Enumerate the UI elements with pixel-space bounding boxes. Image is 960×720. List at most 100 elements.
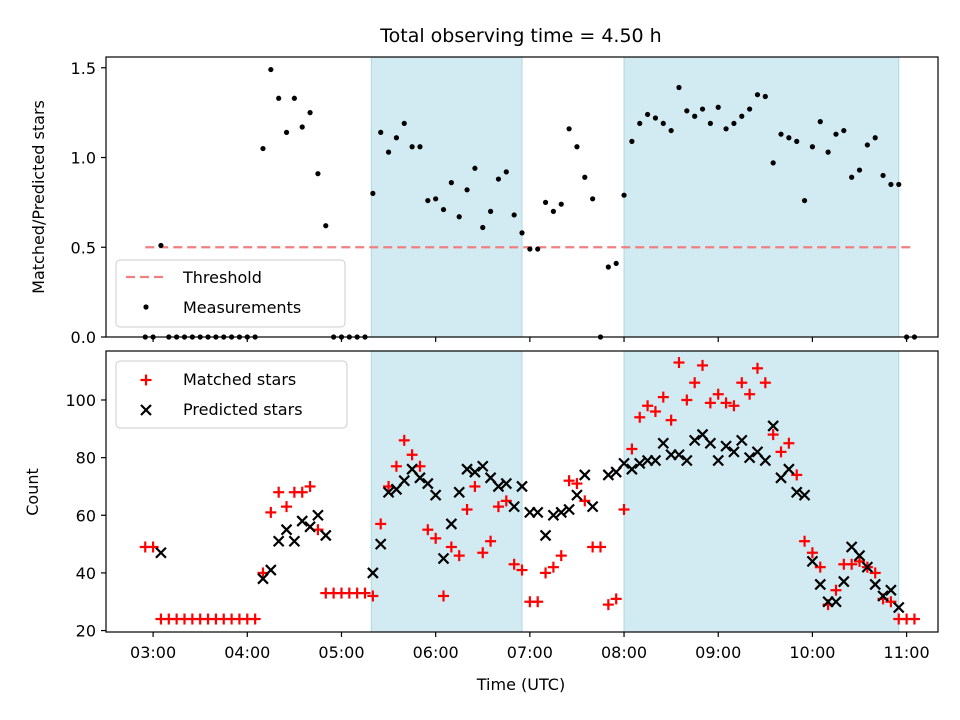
predicted-star-point-59-b <box>759 454 772 467</box>
measurement-point-92 <box>864 142 870 148</box>
measurement-point-94 <box>880 172 886 179</box>
predicted-star-point-36 <box>571 489 583 501</box>
matched-star-point-74 <box>720 397 732 409</box>
measurement-point-57 <box>590 196 596 202</box>
predicted-star-point-6 <box>296 515 309 527</box>
measurement-point-15 <box>260 145 266 152</box>
matched-star-point-37 <box>430 532 442 544</box>
measurement-point-50 <box>535 246 541 252</box>
measurement-point-96 <box>896 181 902 188</box>
predicted-star-point-56-b <box>735 434 748 447</box>
predicted-star-point-72 <box>861 561 874 573</box>
predicted-star-point-16-b <box>414 472 426 484</box>
measurement-point-30 <box>378 129 384 135</box>
matched-star-point-88 <box>830 584 842 596</box>
predicted-star-point-48 <box>673 448 685 461</box>
legend-predicted-marker-b <box>140 404 152 416</box>
measurement-point-31 <box>385 149 392 155</box>
matched-star-point-85 <box>806 547 818 559</box>
bottom-y-tick-label-0: 20 <box>76 622 96 641</box>
predicted-star-point-50-b <box>688 434 701 447</box>
measurement-point-81 <box>778 131 784 137</box>
top-y-tick-label-2: 1.0 <box>71 149 96 168</box>
predicted-star-point-60 <box>767 420 779 432</box>
predicted-star-point-5 <box>288 535 301 547</box>
matched-star-point-48 <box>516 564 528 576</box>
measurement-point-53 <box>558 201 564 207</box>
shaded-region-1 <box>623 56 900 338</box>
matched-star-point-58 <box>594 541 606 553</box>
matched-star-point-75 <box>728 400 740 412</box>
measurement-point-21 <box>307 110 313 116</box>
predicted-star-point-5-b <box>288 535 301 547</box>
matched-star-point-66 <box>657 391 669 403</box>
predicted-star-point-3-b <box>272 535 285 547</box>
predicted-star-point-66 <box>814 578 827 591</box>
matched-star-point-55 <box>571 478 583 490</box>
predicted-star-point-53 <box>712 454 725 467</box>
measurement-point-68 <box>676 84 682 91</box>
predicted-star-point-76 <box>892 601 905 614</box>
predicted-star-point-74 <box>877 590 889 602</box>
top-legend: Threshold Measurements <box>115 259 346 328</box>
measurement-point-16 <box>268 66 274 73</box>
measurement-point-22 <box>315 171 321 177</box>
matched-star-point-95 <box>885 596 897 608</box>
measurement-point-78 <box>754 92 761 98</box>
predicted-star-point-72-b <box>861 561 874 573</box>
matched-star-point-62 <box>626 443 638 455</box>
matched-star-point-79 <box>759 377 771 389</box>
predicted-star-point-54-b <box>720 440 732 452</box>
matched-star-point-64 <box>642 400 654 412</box>
matched-star-point-14 <box>249 613 261 625</box>
predicted-star-point-60-b <box>767 420 779 432</box>
measurement-point-61 <box>621 192 627 198</box>
bottom-y-tick-label-4: 100 <box>65 391 96 410</box>
predicted-star-point-20-b <box>445 518 458 530</box>
predicted-star-point-0-b <box>155 546 167 559</box>
legend-matched-swatch <box>140 374 152 386</box>
bottom-x-tick-label-4: 07:00 <box>507 643 553 662</box>
matched-star-point-78 <box>751 362 763 374</box>
matched-star-point-72 <box>704 397 716 409</box>
matched-star-point-71 <box>697 359 709 371</box>
bottom-x-tick-label-0: 03:00 <box>130 643 176 662</box>
predicted-star-point-75-b <box>885 584 897 596</box>
predicted-star-point-75 <box>885 584 897 596</box>
predicted-star-point-48-b <box>673 448 685 461</box>
legend-threshold-label: Threshold <box>182 268 262 287</box>
predicted-star-point-45-b <box>649 454 662 467</box>
legend-measurements-swatch <box>143 304 149 310</box>
predicted-star-point-8 <box>312 509 324 522</box>
predicted-star-point-31 <box>531 506 544 519</box>
matched-star-point-54 <box>563 475 575 487</box>
predicted-star-point-73 <box>869 578 881 591</box>
measurement-point-66 <box>660 120 666 127</box>
matched-star-point-91 <box>854 555 866 567</box>
measurement-point-46 <box>503 169 509 175</box>
predicted-star-point-23-b <box>469 466 481 478</box>
shaded-region-1 <box>623 350 900 633</box>
predicted-star-point-17-b <box>422 477 434 490</box>
matched-star-point-77 <box>744 388 756 400</box>
measurement-point-20 <box>299 124 305 130</box>
matched-star-point-70 <box>689 377 701 389</box>
predicted-star-point-17 <box>422 477 434 490</box>
measurement-point-76 <box>739 113 745 119</box>
measurement-point-69 <box>684 108 690 114</box>
bottom-y-tick-label-3: 80 <box>76 449 96 468</box>
matched-star-point-40 <box>453 550 465 562</box>
matched-star-point-76 <box>736 377 748 389</box>
bottom-x-tick-label-3: 06:00 <box>413 643 459 662</box>
matched-star-point-52 <box>547 561 559 573</box>
matched-star-point-69 <box>681 394 693 406</box>
shaded-region-0 <box>370 56 523 338</box>
matched-star-point-30 <box>375 518 387 530</box>
predicted-star-point-35-b <box>563 503 575 516</box>
predicted-star-point-62-b <box>783 463 795 475</box>
bottom-shaded-regions <box>370 350 900 633</box>
predicted-star-point-31-b <box>531 506 544 519</box>
legend-predicted-marker <box>140 404 152 416</box>
predicted-star-point-37 <box>579 469 591 481</box>
predicted-star-point-57 <box>743 451 756 464</box>
